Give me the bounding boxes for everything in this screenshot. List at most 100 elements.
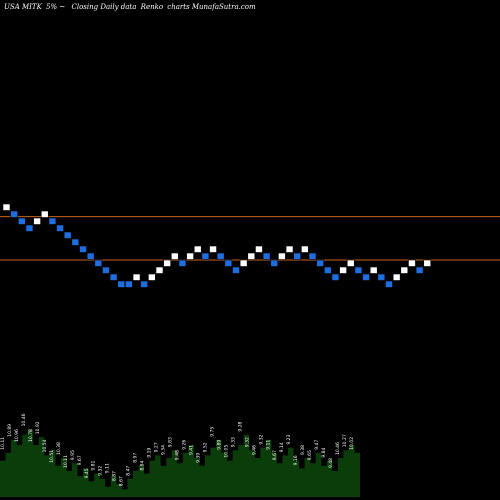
renko-brick-down	[354, 266, 363, 274]
renko-brick-up	[132, 273, 141, 281]
renko-brick-down	[385, 280, 393, 288]
volume-label: 9.14	[279, 442, 285, 452]
volume-label: 10.78	[28, 429, 34, 442]
site-label: charts MunafaSutra.com	[167, 3, 256, 11]
renko-brick-up	[239, 259, 248, 267]
volume-label: 10.46	[335, 442, 341, 455]
renko-brick-down	[125, 280, 133, 288]
volume-label: 9.27	[154, 442, 160, 452]
volume-label: 8.87	[112, 471, 118, 481]
renko-brick-up	[346, 259, 355, 267]
renko-brick-up	[408, 259, 416, 267]
volume-label: 10.38	[56, 442, 62, 455]
volume-label: 9.34	[161, 445, 167, 455]
volume-label: 9.32	[258, 434, 264, 444]
ticker-label: USA MITK	[4, 3, 43, 11]
renko-brick-up	[2, 203, 11, 211]
renko-brick-up	[171, 252, 179, 260]
volume-label: 9.67	[272, 450, 278, 460]
renko-brick-up	[369, 266, 378, 274]
renko-brick-down	[17, 217, 26, 225]
volume-label: 8.67	[119, 476, 125, 486]
renko-brick-up	[247, 252, 256, 260]
renko-brick-down	[216, 252, 225, 260]
renko-brick-up	[278, 252, 286, 260]
renko-brick-up	[255, 245, 263, 253]
renko-brick-up	[186, 252, 194, 260]
renko-brick-down	[56, 224, 64, 232]
renko-brick-down	[323, 266, 332, 274]
volume-label: 9.19	[147, 447, 153, 457]
volume-label: 9.26	[182, 440, 188, 450]
renko-brick-down	[270, 259, 279, 267]
renko-brick-up	[285, 245, 294, 253]
volume-label: 10.92	[35, 421, 41, 434]
renko-brick-down	[331, 273, 340, 281]
renko-brick-up	[163, 259, 171, 267]
style-label: Renko	[140, 3, 163, 11]
renko-brick-down	[79, 245, 87, 253]
renko-brick-up	[148, 273, 156, 281]
volume-label: 9.39	[196, 453, 202, 463]
volume-label: 9.84	[321, 447, 327, 457]
volume-label: 10.02	[349, 437, 355, 450]
renko-brick-up	[209, 245, 217, 253]
volume-label: 9.83	[168, 437, 174, 447]
renko-brick-down	[109, 273, 118, 281]
volume-label: 9.38	[300, 445, 306, 455]
volume-label: 9.11	[105, 463, 111, 473]
renko-brick-down	[10, 210, 18, 218]
volume-label: 9.16	[293, 455, 299, 465]
renko-brick-down	[25, 224, 34, 232]
volume-label: 9.89	[216, 440, 222, 450]
renko-brick-down	[377, 273, 386, 281]
renko-brick-down	[232, 266, 240, 274]
renko-brick-up	[301, 245, 309, 253]
volume-label: 10.51	[49, 450, 55, 463]
volume-label: 10.11	[63, 455, 69, 468]
volume-bars	[0, 429, 360, 497]
renko-brick-down	[140, 280, 148, 288]
volume-label: 9.32	[98, 466, 104, 476]
renko-brick-down	[48, 217, 57, 225]
volume-label: 9.52	[202, 442, 208, 452]
volume-label: 9.75	[209, 427, 215, 437]
volume-label: 9.23	[286, 434, 292, 444]
renko-brick-up	[392, 273, 401, 281]
renko-brick-down	[102, 266, 110, 274]
chart-header: USA MITK 5% ~ Closing Daily data Renko c…	[4, 3, 256, 11]
volume-label: 9.48	[175, 450, 181, 460]
renko-brick-down	[94, 259, 103, 267]
renko-brick-up	[40, 210, 49, 218]
volume-label: 9.95	[70, 450, 76, 460]
volume-label: 9.33	[230, 437, 236, 447]
renko-brick-down	[316, 259, 324, 267]
volume-label: 9.11	[265, 440, 271, 450]
volume-label: 9.32	[244, 437, 250, 447]
renko-brick-up	[400, 266, 409, 274]
reference-lines	[0, 216, 500, 261]
renko-brick-up	[193, 245, 202, 253]
renko-brick-down	[63, 231, 72, 239]
renko-brick-up	[423, 259, 432, 267]
renko-brick-down	[362, 273, 370, 281]
change-label: 5% ~	[46, 3, 65, 11]
volume-label: 9.28	[237, 421, 243, 431]
renko-brick-down	[293, 252, 302, 260]
volume-label: 10.54	[42, 439, 48, 452]
volume-label: 9.47	[314, 440, 320, 450]
volume-label: 8.47	[126, 466, 132, 476]
chart-type-label: Closing Daily data	[71, 3, 136, 11]
renko-brick-down	[308, 252, 317, 260]
renko-brick-down	[117, 280, 126, 288]
volume-label: 9.81	[91, 460, 97, 470]
volume-label: 10.46	[21, 413, 27, 426]
renko-bricks	[2, 203, 432, 288]
volume-label: 8.84	[140, 460, 146, 470]
volume-label: 10.27	[342, 434, 348, 447]
renko-brick-down	[71, 238, 80, 246]
volume-label: 10.11	[0, 437, 6, 450]
volume-label: 9.65	[307, 450, 313, 460]
